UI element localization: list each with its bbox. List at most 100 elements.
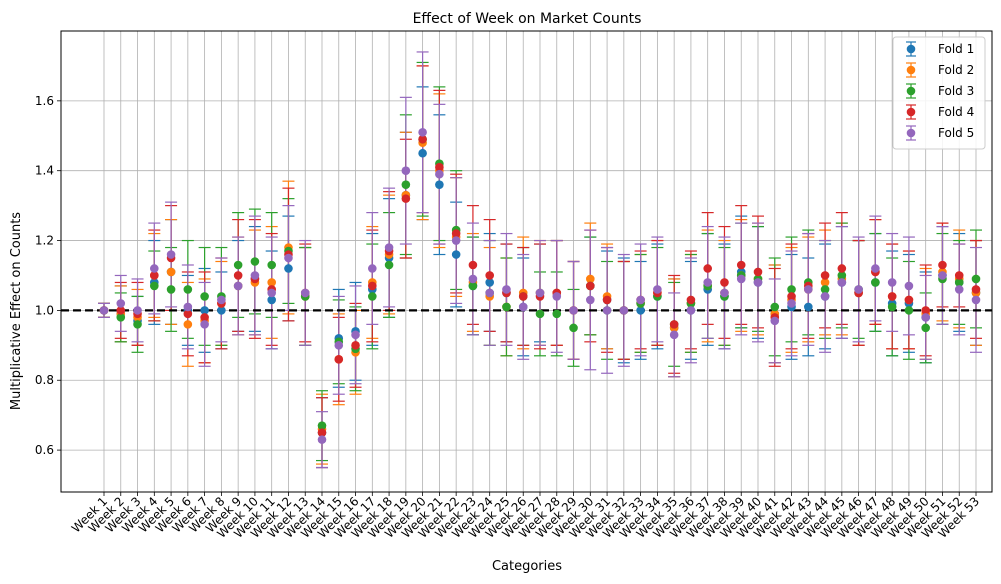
data-point — [351, 341, 360, 350]
data-point — [653, 285, 662, 294]
data-point — [854, 285, 863, 294]
y-tick-label: 1.4 — [35, 164, 54, 178]
data-point — [183, 285, 193, 294]
data-point — [552, 292, 562, 301]
data-point — [871, 278, 880, 287]
data-point — [837, 264, 847, 273]
y-axis-ticks: 0.6 0.8 1.0 1.2 1.4 1.6 — [35, 94, 61, 457]
data-point — [217, 306, 226, 315]
data-point — [904, 306, 914, 315]
data-point — [820, 285, 830, 294]
x-axis-label: Categories — [492, 559, 562, 574]
data-point — [150, 264, 159, 273]
data-point — [686, 295, 696, 305]
data-point — [250, 271, 260, 280]
legend-box — [892, 36, 986, 150]
data-point — [317, 435, 327, 444]
data-point — [368, 292, 377, 301]
data-point — [586, 295, 595, 305]
data-point — [938, 271, 947, 280]
data-point — [233, 260, 243, 270]
grid — [61, 31, 992, 492]
y-tick-label: 1.0 — [35, 303, 54, 317]
data-point — [619, 306, 629, 315]
data-point — [770, 316, 780, 326]
data-point — [954, 285, 964, 294]
data-point — [418, 148, 427, 158]
data-point — [787, 292, 796, 301]
data-point — [569, 306, 578, 315]
data-point — [720, 278, 729, 287]
legend-marker — [906, 107, 916, 117]
data-point — [586, 274, 595, 284]
chart-title: Effect of Week on Market Counts — [413, 11, 642, 27]
legend-marker — [906, 128, 916, 138]
legend-marker — [906, 86, 916, 96]
data-point — [267, 288, 276, 298]
data-point — [636, 306, 645, 315]
data-point — [150, 271, 159, 280]
data-point — [233, 271, 243, 280]
data-point — [703, 278, 712, 287]
data-point — [485, 288, 494, 298]
data-point — [820, 278, 830, 287]
legend-label: Fold 2 — [938, 63, 974, 77]
data-point — [921, 313, 930, 322]
data-point — [384, 260, 394, 270]
data-point — [502, 302, 511, 312]
data-point — [887, 278, 897, 287]
data-point — [468, 274, 478, 284]
data-point — [887, 292, 897, 301]
data-point — [250, 257, 260, 266]
data-point — [518, 292, 528, 301]
data-point — [787, 299, 796, 308]
data-point — [602, 306, 612, 315]
data-point — [451, 250, 461, 259]
data-point — [401, 180, 411, 189]
data-point — [166, 285, 176, 294]
data-point — [183, 302, 193, 312]
data-point — [569, 323, 578, 333]
data-point — [904, 281, 914, 291]
data-point — [116, 299, 126, 308]
legend-label: Fold 3 — [938, 84, 974, 98]
data-point — [468, 260, 478, 270]
data-point — [770, 302, 780, 312]
data-point — [267, 295, 276, 305]
y-tick-label: 1.2 — [35, 234, 54, 248]
data-point — [435, 162, 444, 172]
legend-label: Fold 4 — [938, 105, 974, 119]
data-point — [753, 278, 763, 287]
data-point — [200, 320, 209, 329]
data-point — [284, 264, 293, 273]
data-point — [502, 285, 511, 294]
legend-marker — [906, 65, 916, 75]
data-point — [418, 127, 427, 137]
data-point — [971, 285, 981, 294]
data-point — [871, 264, 880, 273]
data-point — [736, 260, 746, 270]
data-point — [435, 180, 444, 189]
data-point — [334, 354, 344, 364]
data-point — [401, 166, 411, 175]
data-point — [99, 306, 109, 315]
data-point — [971, 274, 981, 284]
data-point — [300, 288, 310, 298]
data-point — [368, 264, 377, 273]
legend-marker — [906, 44, 916, 54]
data-point — [200, 306, 209, 315]
data-point — [602, 295, 612, 305]
data-point — [837, 271, 847, 280]
data-point — [904, 295, 914, 305]
data-point — [921, 306, 930, 315]
data-point — [669, 320, 679, 329]
data-point — [133, 306, 142, 315]
data-point — [485, 271, 494, 280]
data-point — [233, 281, 243, 291]
y-axis-label: Multiplicative Effect on Counts — [9, 212, 24, 410]
data-point — [368, 281, 377, 291]
data-point — [485, 278, 494, 287]
data-point — [401, 194, 411, 203]
